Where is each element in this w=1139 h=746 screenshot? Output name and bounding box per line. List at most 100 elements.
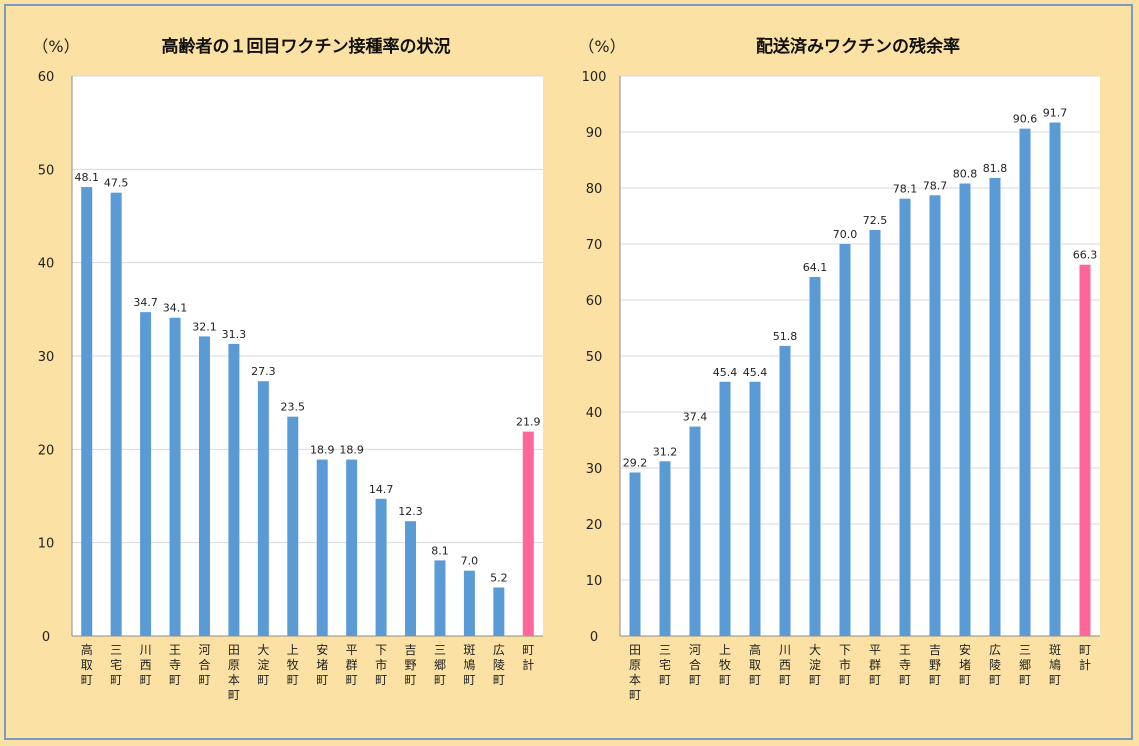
- x-tick-label: 下市町: [839, 643, 851, 687]
- x-tick-label: 河合町: [689, 643, 701, 687]
- bar: [375, 498, 387, 636]
- bar: [316, 459, 328, 636]
- chart-remaining-vaccine-rate: 配送済みワクチンの残余率 （%） 0 10 20 30 40 50 60 70 80 90 100 2…: [578, 36, 1100, 702]
- data-label: 8.1: [431, 544, 449, 557]
- bar: [989, 177, 1001, 637]
- bar: [463, 570, 475, 636]
- bar: [169, 317, 181, 636]
- data-label: 14.7: [369, 483, 394, 496]
- data-label: 31.2: [653, 445, 678, 458]
- bar: [346, 459, 358, 636]
- data-label: 48.1: [74, 171, 99, 184]
- data-label: 45.4: [743, 366, 768, 379]
- data-label: 21.9: [516, 416, 541, 429]
- bar: [839, 244, 851, 636]
- x-tick-label: 王寺町: [899, 643, 911, 687]
- y-tick-label: 70: [586, 238, 603, 253]
- x-tick-label: 川西町: [140, 643, 152, 687]
- data-label: 31.3: [222, 328, 247, 341]
- bar: [869, 230, 881, 636]
- x-tick-label: 三宅町: [659, 643, 671, 687]
- bar: [929, 195, 941, 636]
- data-label: 45.4: [713, 366, 738, 379]
- charts-canvas: 高齢者の１回目ワクチン接種率の状況 （%） 0 10 20 30 40 50 60 48.1 高…: [32, 36, 1100, 702]
- data-label: 78.7: [923, 179, 948, 192]
- data-label: 47.5: [104, 177, 129, 190]
- data-label: 34.7: [133, 296, 158, 309]
- bar: [1049, 122, 1061, 637]
- chart-frame: 高齢者の１回目ワクチン接種率の状況 （%） 0 10 20 30 40 50 60 48.1 高…: [4, 4, 1133, 740]
- data-label: 51.8: [773, 330, 798, 343]
- bar: [1019, 128, 1031, 636]
- x-tick-label: 高取町: [749, 642, 761, 687]
- x-tick-label: 上牧町: [719, 643, 731, 687]
- x-tick-label: 斑鳩町: [463, 643, 475, 687]
- y-tick-label: 60: [586, 294, 603, 309]
- x-tick-label: 下市町: [375, 643, 387, 687]
- bar: [110, 192, 122, 636]
- y-tick-label: 20: [38, 443, 55, 458]
- bar: [228, 343, 240, 636]
- bar: [405, 521, 417, 636]
- bar: [493, 587, 505, 636]
- x-tick-label: 安堵町: [959, 642, 971, 687]
- y-tick-label: 100: [582, 70, 607, 85]
- bar: [659, 461, 671, 636]
- bar: [287, 416, 299, 636]
- x-tick-label: 広陵町: [989, 643, 1001, 687]
- data-label: 70.0: [833, 228, 858, 241]
- data-label: 37.4: [683, 411, 708, 424]
- x-tick-label: 安堵町: [316, 642, 328, 687]
- x-tick-label: 高取町: [81, 642, 93, 687]
- bar: [779, 345, 791, 636]
- data-label: 34.1: [163, 302, 188, 315]
- x-tick-label: 田原本町: [228, 643, 240, 702]
- bar: [689, 426, 701, 636]
- bar: [629, 472, 641, 636]
- bar: [434, 560, 446, 636]
- x-tick-label: 王寺町: [169, 643, 181, 687]
- data-label: 23.5: [281, 401, 306, 414]
- bar: [809, 277, 821, 636]
- y-tick-label: 0: [590, 630, 598, 645]
- bar: [959, 183, 971, 636]
- x-tick-label: 大淀町: [809, 643, 821, 687]
- bar: [198, 336, 210, 636]
- data-label: 29.2: [623, 456, 648, 469]
- bar: [140, 312, 152, 636]
- data-label: 7.0: [461, 555, 479, 568]
- data-label: 27.3: [251, 365, 276, 378]
- y-tick-label: 30: [38, 350, 55, 365]
- x-tick-label: 大淀町: [257, 643, 269, 687]
- bar: [719, 381, 731, 636]
- y-tick-label: 40: [38, 257, 55, 272]
- data-label: 90.6: [1013, 113, 1038, 126]
- y-tick-label: 10: [586, 574, 603, 589]
- y-tick-label: 60: [38, 70, 55, 85]
- data-label: 18.9: [310, 444, 335, 457]
- x-tick-label: 河合町: [198, 643, 210, 687]
- y-tick-label: 0: [42, 630, 50, 645]
- y-tick-label: 20: [586, 518, 603, 533]
- x-tick-label: 平群町: [869, 643, 881, 687]
- x-tick-label: 町計: [522, 643, 534, 672]
- data-label: 91.7: [1043, 106, 1068, 119]
- y-tick-label: 30: [586, 462, 603, 477]
- x-tick-label: 三宅町: [110, 643, 122, 687]
- y-tick-label: 50: [38, 163, 55, 178]
- data-label: 32.1: [192, 320, 217, 333]
- x-tick-label: 町計: [1079, 643, 1091, 672]
- bar: [1079, 264, 1091, 636]
- data-label: 80.8: [953, 168, 978, 181]
- x-tick-label: 斑鳩町: [1049, 643, 1061, 687]
- data-label: 72.5: [863, 214, 888, 227]
- x-tick-label: 吉野町: [929, 643, 941, 687]
- x-tick-label: 平群町: [346, 643, 358, 687]
- data-label: 12.3: [398, 505, 423, 518]
- x-tick-label: 川西町: [779, 643, 791, 687]
- data-label: 66.3: [1073, 249, 1098, 262]
- chart-vaccination-rate: 高齢者の１回目ワクチン接種率の状況 （%） 0 10 20 30 40 50 60 48.1 高…: [32, 36, 543, 702]
- y-unit-label: （%）: [578, 37, 625, 56]
- x-tick-label: 吉野町: [405, 643, 417, 687]
- chart-title: 配送済みワクチンの残余率: [756, 36, 960, 57]
